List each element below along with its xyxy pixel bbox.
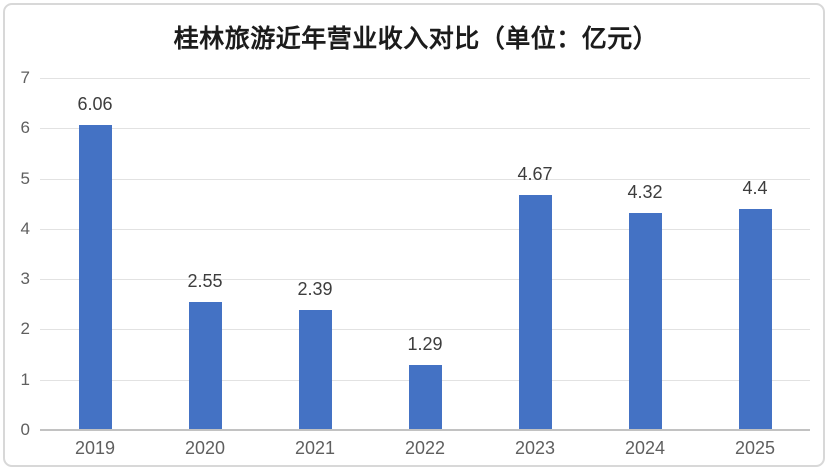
x-axis-line [40, 429, 810, 431]
y-tick-label: 3 [20, 269, 30, 289]
data-label-2023: 4.67 [517, 164, 553, 185]
data-label-2025: 4.4 [742, 177, 768, 198]
x-category-label-2022: 2022 [404, 438, 446, 458]
data-label-2020: 2.55 [187, 270, 223, 291]
x-category-label-2024: 2024 [624, 438, 666, 458]
y-tick-label: 5 [20, 168, 30, 188]
bar-2019 [78, 125, 112, 429]
y-gridline [40, 279, 810, 281]
y-tick-label: 4 [20, 218, 30, 238]
y-gridline [40, 78, 810, 79]
bar-2025 [738, 208, 772, 429]
bar-2022 [408, 365, 442, 429]
y-gridline [40, 178, 810, 180]
x-category-label-2019: 2019 [74, 438, 116, 458]
y-tick-label: 1 [20, 369, 30, 389]
data-label-2021: 2.39 [297, 278, 333, 299]
x-category-label-2020: 2020 [184, 438, 226, 458]
y-tick-label: 6 [20, 118, 30, 138]
x-category-label-2021: 2021 [294, 438, 336, 458]
y-tick-label: 2 [20, 319, 30, 339]
y-gridline [40, 128, 810, 130]
chart-title: 桂林旅游近年营业收入对比（单位：亿元） [173, 25, 659, 53]
y-gridline [40, 329, 810, 331]
bar-2020 [188, 301, 222, 429]
bar-2024 [628, 212, 662, 429]
data-label-2022: 1.29 [407, 334, 443, 355]
data-label-2024: 4.32 [627, 181, 663, 202]
y-gridline [40, 228, 810, 230]
data-label-2019: 6.06 [77, 94, 113, 115]
x-category-label-2023: 2023 [514, 438, 556, 458]
y-tick-label: 0 [20, 420, 30, 439]
bar-2021 [298, 309, 332, 429]
bar-2023 [518, 195, 552, 429]
y-tick-label: 7 [20, 68, 30, 87]
x-category-label-2025: 2025 [734, 438, 776, 458]
